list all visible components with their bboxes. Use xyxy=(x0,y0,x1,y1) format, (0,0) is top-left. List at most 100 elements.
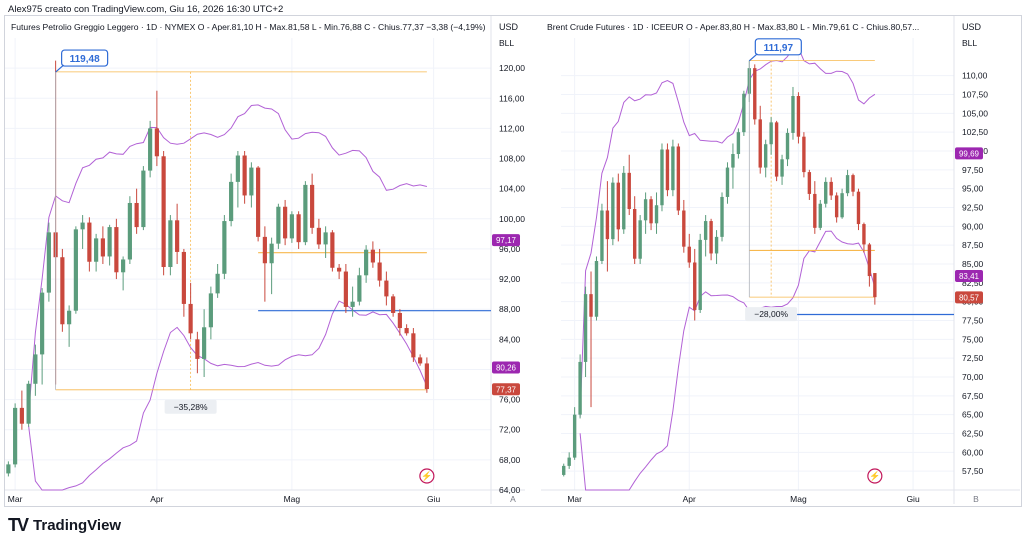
candle-body xyxy=(742,93,746,133)
candle xyxy=(742,90,746,136)
pct-change-box xyxy=(164,399,217,414)
left-chart-panel[interactable]: 64,0068,0072,0076,0080,0084,0088,0092,00… xyxy=(5,16,525,504)
candle-body xyxy=(418,357,423,364)
x-tick-label: Giu xyxy=(427,494,441,504)
candle-body xyxy=(13,407,18,465)
candle-body xyxy=(562,465,566,475)
y-tick-label: 85,00 xyxy=(962,259,984,269)
candle xyxy=(46,222,51,302)
candle-body xyxy=(845,175,850,194)
candle xyxy=(763,139,768,178)
candle-body xyxy=(256,167,261,237)
left-chart-svg[interactable]: 64,0068,0072,0076,0080,0084,0088,0092,00… xyxy=(5,16,525,504)
candle-body xyxy=(343,271,348,307)
axis-corner-label: B xyxy=(973,494,979,504)
band-price-tag-label: 97,17 xyxy=(496,236,517,245)
candle-body xyxy=(682,210,686,247)
candle xyxy=(13,403,18,468)
candle xyxy=(114,218,119,280)
candle-body xyxy=(714,236,719,254)
candle xyxy=(134,188,139,234)
event-flash-icon xyxy=(867,468,883,484)
candle-body xyxy=(154,128,159,157)
candle xyxy=(605,181,610,272)
candle-body xyxy=(873,273,877,298)
y-tick-label: 108,00 xyxy=(499,154,525,164)
candle xyxy=(578,354,582,419)
y-tick-label: 72,50 xyxy=(962,353,984,363)
candle-body xyxy=(769,122,773,145)
candle xyxy=(100,226,105,264)
candle xyxy=(671,139,675,197)
candle-body xyxy=(649,199,653,224)
candle xyxy=(780,154,784,185)
candle-body xyxy=(774,122,779,177)
unit-label: BLL xyxy=(962,38,977,48)
y-tick-label: 67,50 xyxy=(962,391,984,401)
candle xyxy=(411,328,416,362)
candle xyxy=(168,215,173,276)
candle-body xyxy=(578,361,582,415)
candle xyxy=(643,192,648,234)
candle xyxy=(127,196,132,264)
candle-body xyxy=(391,296,396,313)
candle-body xyxy=(127,202,132,260)
candle xyxy=(758,105,762,174)
candle-body xyxy=(350,301,355,307)
candle-body xyxy=(6,464,11,474)
candle-body xyxy=(33,354,38,384)
candle-body xyxy=(107,227,112,257)
y-tick-label: 68,00 xyxy=(499,455,521,465)
candle xyxy=(856,188,861,231)
chart-legend: Brent Crude Futures · 1D · ICEEUR O - Ap… xyxy=(547,22,919,32)
candle-body xyxy=(283,206,288,239)
candle xyxy=(834,192,839,223)
candle xyxy=(840,188,844,219)
candle xyxy=(350,286,355,317)
candle-body xyxy=(208,293,213,328)
candle-body xyxy=(377,262,382,281)
candle xyxy=(80,215,85,249)
tradingview-mark-icon: TV xyxy=(8,515,29,535)
candle-body xyxy=(195,339,200,359)
candle xyxy=(622,166,626,234)
candle-body xyxy=(736,132,741,155)
candle-body xyxy=(26,383,31,424)
right-chart-svg[interactable]: 57,50 60,00 62,50 65,00 67,50 70,00 72,50 75,00… xyxy=(541,16,1020,504)
candle xyxy=(67,305,72,347)
candle-body xyxy=(627,172,631,210)
y-tick-label: 88,00 xyxy=(499,304,521,314)
candle xyxy=(687,233,691,268)
tradingview-logo[interactable]: TV TradingView xyxy=(8,515,121,536)
candle xyxy=(725,162,730,204)
candle-body xyxy=(867,244,872,277)
x-tick-label: Apr xyxy=(150,494,163,504)
candle xyxy=(6,461,11,477)
right-chart-panel[interactable]: 57,50 60,00 62,50 65,00 67,50 70,00 72,50 75,00… xyxy=(541,16,1020,504)
high-callout-pointer xyxy=(748,53,758,62)
candle-body xyxy=(862,224,866,245)
candle xyxy=(154,90,159,167)
candle-body xyxy=(856,191,861,225)
candle-body xyxy=(229,181,234,222)
y-tick-label: 60,00 xyxy=(962,447,984,457)
candle xyxy=(222,215,227,280)
candle-body xyxy=(824,181,828,204)
candle xyxy=(262,226,267,302)
last-price-tag-label: 80,57 xyxy=(959,293,980,302)
candle xyxy=(829,177,833,200)
candle-body xyxy=(665,149,670,191)
candle-body xyxy=(611,182,615,240)
candle-body xyxy=(235,155,240,182)
candle xyxy=(256,166,261,242)
candle-body xyxy=(289,214,294,239)
candle xyxy=(370,241,375,268)
lower-price-tag-label: 83,41 xyxy=(959,272,980,281)
candle-body xyxy=(94,238,99,262)
tradingview-brand: TradingView xyxy=(33,517,122,534)
candle xyxy=(703,215,708,257)
candle-body xyxy=(572,414,577,458)
candle xyxy=(303,181,308,246)
candle-body xyxy=(188,303,193,334)
candle-body xyxy=(632,209,637,259)
